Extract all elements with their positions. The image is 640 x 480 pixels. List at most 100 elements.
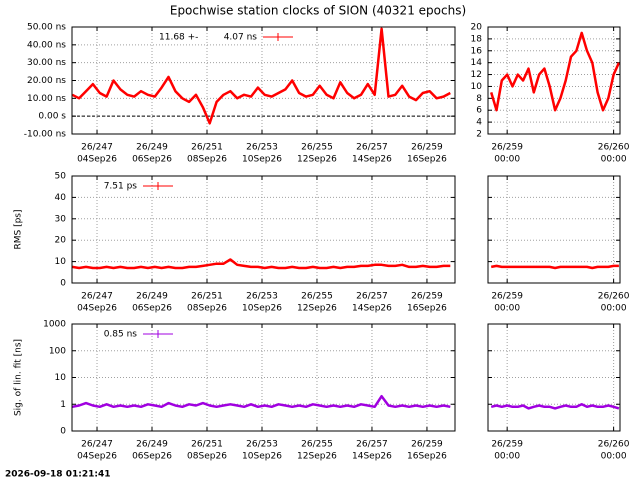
x-tick-label: 26/259 <box>411 440 443 450</box>
x-tick-label: 10Sep26 <box>242 155 282 165</box>
y-tick-label: 10 <box>471 82 483 92</box>
x-tick-label: 26/255 <box>301 292 333 302</box>
x-tick-label: 06Sep26 <box>132 452 172 462</box>
x-tick-label: 00:00 <box>494 155 520 165</box>
data-line <box>72 394 451 409</box>
x-tick-label: 00:00 <box>601 155 627 165</box>
y-tick-label: 0.00 s <box>38 112 66 122</box>
y-tick-label: 1000 <box>43 320 66 330</box>
x-tick-label: 16Sep26 <box>407 304 447 314</box>
x-tick-label: 26/247 <box>81 292 113 302</box>
x-tick-label: 26/251 <box>191 440 223 450</box>
y-tick-label: 40.00 ns <box>27 40 66 50</box>
x-tick-label: 26/260 <box>598 143 630 153</box>
x-tick-label: 26/255 <box>301 143 333 153</box>
x-tick-label: 06Sep26 <box>132 155 172 165</box>
x-tick-label: 00:00 <box>601 452 627 462</box>
y-tick-label: 12 <box>471 70 482 80</box>
x-tick-label: 14Sep26 <box>352 452 392 462</box>
y-tick-label: 30 <box>55 214 67 224</box>
x-tick-label: 12Sep26 <box>297 304 337 314</box>
x-tick-label: 26/249 <box>136 292 168 302</box>
x-tick-label: 26/257 <box>356 292 388 302</box>
x-tick-label: 26/253 <box>246 440 278 450</box>
x-tick-label: 26/259 <box>411 292 443 302</box>
legend-label: 0.85 ns <box>104 330 138 340</box>
x-tick-label: 12Sep26 <box>297 452 337 462</box>
legend-label: 7.51 ps <box>104 182 138 192</box>
x-tick-label: 14Sep26 <box>352 155 392 165</box>
y-tick-label: 100 <box>49 346 66 356</box>
legend-label: 4.07 ns <box>224 33 258 43</box>
data-line <box>490 264 619 270</box>
x-tick-label: 00:00 <box>601 304 627 314</box>
timestamp: 2026-09-18 01:21:41 <box>5 470 110 480</box>
x-tick-label: 26/257 <box>356 143 388 153</box>
data-line <box>71 27 451 125</box>
x-tick-label: 26/259 <box>491 292 523 302</box>
annotation: 11.68 +- <box>159 33 198 43</box>
x-tick-label: 26/259 <box>491 143 523 153</box>
x-tick-label: 04Sep26 <box>77 452 117 462</box>
data-line <box>72 258 451 270</box>
y-axis-label: Sig. of lin. fit [ns] <box>14 339 24 416</box>
y-tick-label: 10 <box>55 257 67 267</box>
y-tick-label: 2 <box>476 130 482 140</box>
x-tick-label: 26/249 <box>136 143 168 153</box>
x-tick-label: 26/259 <box>411 143 443 153</box>
x-tick-label: 26/257 <box>356 440 388 450</box>
y-tick-label: 30.00 ns <box>27 58 66 68</box>
x-tick-label: 10Sep26 <box>242 452 282 462</box>
y-tick-label: 20 <box>471 23 483 33</box>
y-tick-label: 10.00 ns <box>27 94 66 104</box>
y-tick-label: 20.00 ns <box>27 76 66 86</box>
x-tick-label: 26/253 <box>246 143 278 153</box>
x-tick-label: 00:00 <box>494 452 520 462</box>
x-tick-label: 16Sep26 <box>407 452 447 462</box>
y-tick-label: 50.00 ns <box>27 23 66 33</box>
x-tick-label: 14Sep26 <box>352 304 392 314</box>
plot-frame <box>487 26 621 135</box>
y-tick-label: -10.00 ns <box>24 130 67 140</box>
y-tick-label: 40 <box>55 193 67 203</box>
y-tick-label: 0 <box>60 427 66 437</box>
y-tick-label: 4 <box>476 118 482 128</box>
plot-frame <box>71 323 456 432</box>
y-axis-label: RMS [ps] <box>14 209 24 249</box>
y-tick-label: 1 <box>60 400 66 410</box>
x-tick-label: 04Sep26 <box>77 155 117 165</box>
y-tick-label: 14 <box>471 58 483 68</box>
x-tick-label: 26/259 <box>491 440 523 450</box>
y-tick-label: 6 <box>476 106 482 116</box>
x-tick-label: 00:00 <box>494 304 520 314</box>
x-tick-label: 10Sep26 <box>242 304 282 314</box>
x-tick-label: 06Sep26 <box>132 304 172 314</box>
y-tick-label: 0 <box>60 279 66 289</box>
plot-frame <box>71 26 456 135</box>
x-tick-label: 08Sep26 <box>187 304 227 314</box>
x-tick-label: 08Sep26 <box>187 155 227 165</box>
data-line <box>490 403 620 410</box>
x-tick-label: 26/260 <box>598 440 630 450</box>
x-tick-label: 26/251 <box>191 143 223 153</box>
y-tick-label: 16 <box>471 46 483 56</box>
plot-frame <box>487 323 621 432</box>
legend-marker <box>154 182 162 190</box>
y-tick-label: 8 <box>476 94 482 104</box>
y-tick-label: 10 <box>55 373 67 383</box>
x-tick-label: 12Sep26 <box>297 155 337 165</box>
x-tick-label: 26/247 <box>81 143 113 153</box>
x-tick-label: 26/260 <box>598 292 630 302</box>
x-tick-label: 26/255 <box>301 440 333 450</box>
plot-frame <box>71 175 456 284</box>
y-tick-label: 50 <box>55 172 67 182</box>
data-line <box>490 31 621 112</box>
plot-frame <box>487 175 621 284</box>
legend-marker <box>274 33 282 41</box>
y-tick-label: 18 <box>471 34 483 44</box>
chart-title: Epochwise station clocks of SION (40321 … <box>170 4 466 18</box>
x-tick-label: 04Sep26 <box>77 304 117 314</box>
y-tick-label: 20 <box>55 236 67 246</box>
x-tick-label: 16Sep26 <box>407 155 447 165</box>
